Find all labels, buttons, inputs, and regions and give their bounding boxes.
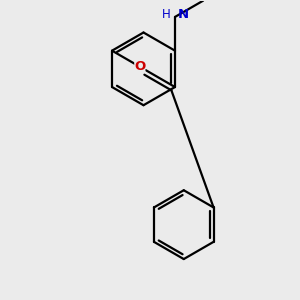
Text: N: N bbox=[178, 8, 189, 21]
Text: H: H bbox=[162, 8, 171, 21]
Text: O: O bbox=[134, 60, 146, 73]
